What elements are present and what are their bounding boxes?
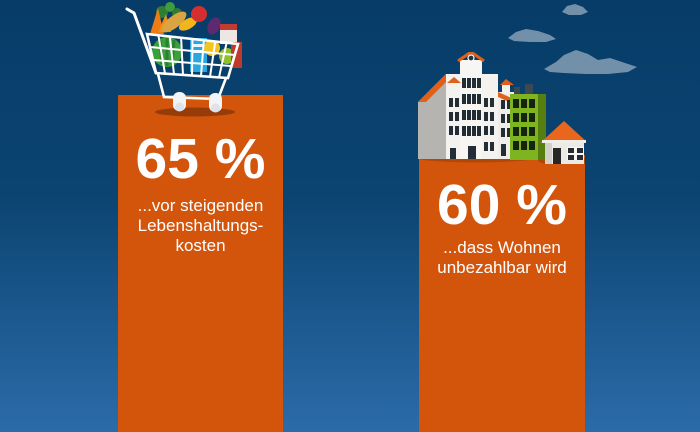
cart-frame [125,7,240,101]
large-building [418,52,516,159]
cloud-icon [508,29,556,42]
caption-line: unbezahlbar wird [437,258,567,277]
bar-living-costs: 65 % ...vor steigenden Lebenshaltungs- k… [118,95,283,432]
caption-text: ...vor steigenden Lebenshaltungs- kosten [118,196,283,256]
caption-line: Lebenshaltungs- [137,216,264,235]
value-label: 60 % [437,173,567,237]
shopping-cart-groceries-icon [125,2,242,117]
bar-housing-costs: 60 % ...dass Wohnen unbezahlbar wird [419,155,585,432]
caption-line: ...vor steigenden [137,196,264,215]
caption-text: ...dass Wohnen unbezahlbar wird [419,238,585,278]
green-building [510,84,546,160]
apartment-buildings-icon [418,52,586,164]
small-house [540,121,586,164]
cloud-icon [544,50,637,74]
caption-line: kosten [175,236,226,255]
cart-wheels [173,92,222,113]
value-label: 65 % [135,127,266,191]
cloud-icon [562,4,588,15]
caption-line: ...dass Wohnen [443,238,561,257]
